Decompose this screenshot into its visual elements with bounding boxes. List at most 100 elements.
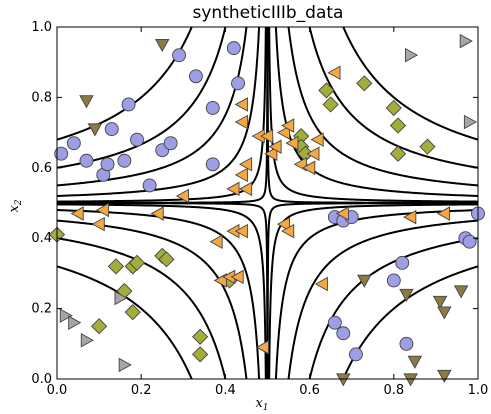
data-point-triangle-right [118,357,132,373]
data-point-circle [395,255,410,270]
data-point-triangle-right [404,47,419,63]
data-point-circle [231,76,245,91]
data-point-triangle-left [335,206,349,221]
y-tick-label: 1.0 [31,20,52,35]
data-point-triangle-down [154,38,170,53]
data-point-diamond [385,99,402,117]
y-axis-label-subscript: 2 [14,199,24,206]
data-point-diamond [322,96,339,113]
data-point-triangle-right [59,308,73,323]
data-point-triangle-left [91,216,105,232]
x-tick-label: 0.0 [47,383,68,398]
decision-boundary-line [274,209,478,379]
data-point-triangle-left [239,157,253,172]
data-point-triangle-left [234,223,248,239]
data-point-diamond [389,145,407,162]
data-point-triangle-down [437,306,452,320]
data-point-triangle-down [453,285,469,299]
data-point-triangle-left [230,269,244,285]
y-tick-label: 0.4 [31,231,52,246]
data-point-circle [172,48,187,63]
data-point-circle [226,41,241,56]
data-point-triangle-left [327,65,341,81]
data-point-triangle-down [79,95,94,109]
x-axis-label: x1 [255,396,268,413]
data-point-triangle-down [407,355,423,369]
data-point-triangle-left [226,181,240,197]
data-point-triangle-left [285,135,299,151]
data-point-circle [100,157,115,172]
data-point-circle [117,153,132,168]
data-point-triangle-left [70,206,84,221]
data-point-triangle-left [302,160,316,176]
data-point-triangle-left [436,206,450,221]
data-point-triangle-left [314,276,328,292]
data-point-triangle-left [310,132,324,147]
data-point-triangle-down [357,274,372,288]
y-tick-label: 0.8 [31,90,52,105]
chart-title: syntheticIIIb_data [193,3,344,23]
data-point-diamond [419,138,436,155]
data-point-circle [121,97,136,112]
decision-boundary-line [57,203,267,379]
data-point-diamond [158,251,175,268]
data-point-circle [104,122,119,137]
data-point-circle [188,69,203,84]
data-point-circle [327,315,342,330]
decision-boundary-group [57,27,478,379]
data-point-triangle-left [276,125,290,140]
data-point-diamond [389,117,407,134]
data-point-triangle-down [403,373,418,387]
x-tick-label: 0.4 [215,383,236,398]
x-tick-label: 0.8 [383,383,404,398]
data-point-triangle-left [260,128,274,144]
data-point-triangle-right [459,33,473,49]
data-point-circle [205,157,220,172]
data-point-triangle-left [403,209,417,225]
y-axis-label-main: x [7,205,22,213]
data-point-triangle-left [234,114,248,130]
data-point-diamond [318,82,335,99]
data-point-triangle-down [399,288,414,302]
y-tick-label: 0.2 [31,302,52,317]
decision-boundary-line [287,219,478,379]
data-point-triangle-right [463,114,478,130]
x-tick-label: 1.0 [468,383,489,398]
data-point-circle [462,234,477,249]
decision-boundary-line [57,27,227,169]
data-point-diamond [124,304,141,321]
decision-boundary-line [57,237,227,379]
data-point-triangle-left [255,340,269,355]
decision-boundary-line [57,219,248,379]
tick-group: 0.0 0.2 0.4 0.6 0.8 1.0 0.0 0.2 0.4 0.6 0.8 1.0 [31,20,488,398]
data-point-triangle-right [114,290,128,306]
decision-boundary-line [57,265,193,379]
data-point-triangle-left [264,146,278,161]
data-point-diamond [192,346,209,363]
decision-boundary-line [57,209,261,379]
y-tick-label: 0.0 [31,372,52,387]
x-tick-label: 0.6 [299,383,320,398]
data-point-circle [54,146,69,161]
data-point-circle [205,101,220,115]
plot-frame [56,26,479,380]
y-axis-label: x2 [7,199,24,212]
data-point-triangle-down [437,369,452,383]
data-point-circle [66,136,81,151]
decision-boundary-line [308,27,478,169]
data-point-circle [336,326,351,341]
data-point-circle [79,153,94,168]
decision-boundary-line [57,202,269,379]
data-point-triangle-left [281,223,295,239]
decision-boundary-line [266,202,478,379]
data-point-triangle-right [80,333,94,348]
data-point-triangle-left [239,181,253,197]
data-point-triangle-right [68,315,82,330]
data-point-diamond [356,75,373,92]
data-point-triangle-left [268,139,282,154]
y-tick-label: 0.6 [31,161,52,176]
decision-boundary-line [287,27,478,187]
decision-boundary-line [57,27,261,197]
data-point-diamond [192,328,209,345]
